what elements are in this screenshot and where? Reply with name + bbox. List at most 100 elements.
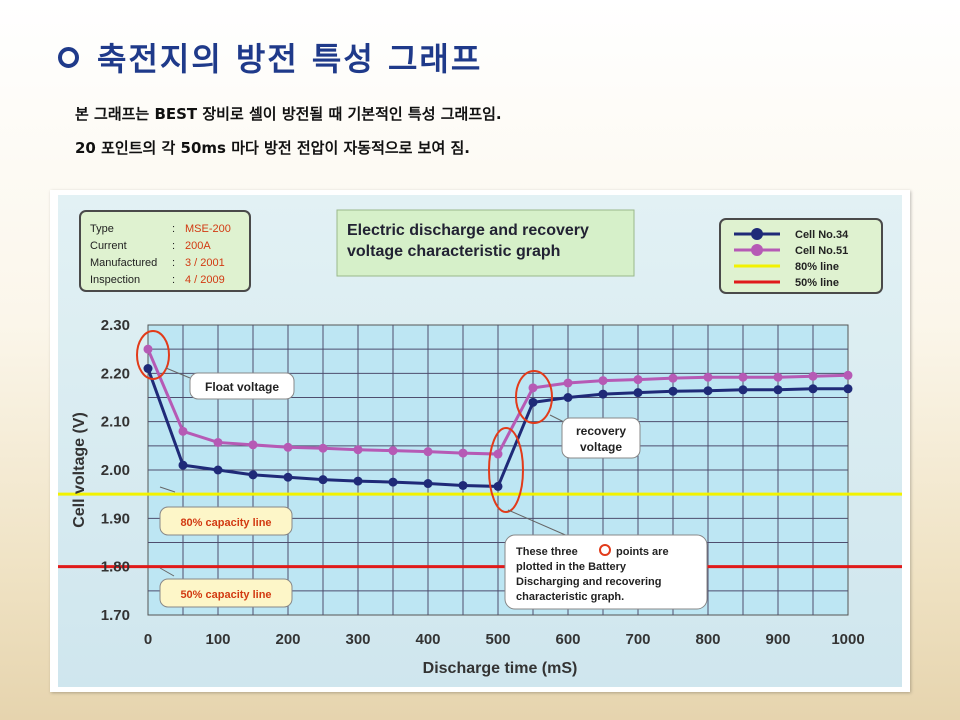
data-point (423, 479, 433, 489)
slide-header: 축전지의 방전 특성 그래프 (58, 34, 482, 80)
recovery-label-line-2: voltage (580, 440, 622, 454)
discharge-end-circle (488, 427, 524, 513)
legend-label: 80% line (795, 261, 839, 273)
legend-label: Cell No.51 (795, 245, 848, 257)
data-point (318, 475, 328, 485)
three-points-note: These three points are plotted in the Ba… (504, 509, 708, 610)
subtitle-line-1: 본 그래프는 BEST 장비로 셀이 방전될 때 기본적인 특성 그래프임. (75, 105, 502, 123)
data-point (493, 481, 503, 491)
info-value: 3 / 2001 (185, 257, 225, 269)
data-point (388, 477, 398, 487)
capacity-80-label: 80% capacity line (180, 517, 271, 529)
x-tick-label: 0 (144, 631, 152, 648)
chart-frame: 0 100 200 300 400 500 600 700 800 900 1000 2.30 2.2… (50, 190, 910, 692)
data-point (458, 448, 468, 458)
y-tick-label: 2.10 (101, 414, 130, 431)
data-point (178, 460, 188, 470)
data-point (213, 465, 223, 475)
data-point (528, 383, 538, 393)
data-point (598, 389, 608, 399)
x-tick-label: 500 (485, 631, 510, 648)
y-tick-label: 1.80 (101, 559, 130, 576)
data-point (668, 386, 678, 396)
data-point (808, 371, 818, 381)
data-point (388, 446, 398, 456)
legend-marker (751, 228, 763, 240)
note-line-2: plotted in the Battery (516, 561, 627, 573)
series-layer (143, 344, 853, 491)
note-line-1b: points are (616, 546, 669, 558)
data-point (563, 393, 573, 402)
data-point (283, 442, 293, 452)
x-tick-label: 800 (695, 631, 720, 648)
x-tick-label: 400 (415, 631, 440, 648)
subtitle-line-2: 20 포인트의 각 50ms 마다 방전 전압이 자동적으로 보여 짐. (75, 139, 471, 157)
data-point (283, 472, 293, 482)
data-point (633, 388, 643, 398)
circle-bullet-icon (58, 46, 79, 68)
float-voltage-callout: Float voltage (136, 330, 295, 400)
data-point (843, 384, 853, 394)
y-tick-label: 2.00 (101, 462, 130, 479)
data-point (563, 378, 573, 388)
float-voltage-circle (136, 330, 170, 380)
y-tick-labels: 2.30 2.20 2.10 2.00 1.90 1.80 1.70 (101, 317, 130, 624)
info-value: MSE-200 (185, 223, 231, 235)
capacity-50-callout: 50% capacity line (159, 567, 293, 608)
legend-label: 50% line (795, 277, 839, 289)
discharge-chart: 0 100 200 300 400 500 600 700 800 900 1000 2.30 2.2… (58, 195, 902, 687)
x-tick-label: 600 (555, 631, 580, 648)
info-value: 4 / 2009 (185, 274, 225, 286)
note-line-4: characteristic graph. (516, 591, 624, 603)
reference-lines (58, 492, 902, 569)
capacity-80-callout: 80% capacity line (159, 486, 293, 536)
data-point (668, 373, 678, 383)
x-tick-labels: 0 100 200 300 400 500 600 700 800 900 1000 (144, 631, 865, 648)
chart-title-box: Electric discharge and recovery voltage … (336, 209, 635, 277)
capacity-50-label: 50% capacity line (180, 589, 271, 601)
info-separator: : (172, 257, 175, 269)
x-tick-label: 100 (205, 631, 230, 648)
recovery-label-line-1: recovery (576, 424, 626, 438)
data-point (458, 480, 468, 490)
data-point (738, 372, 748, 382)
note-circle-icon (599, 544, 611, 556)
data-point (843, 370, 853, 380)
info-label: Manufactured (90, 257, 157, 269)
data-point (248, 470, 258, 480)
x-tick-label: 1000 (831, 631, 864, 648)
data-point (423, 447, 433, 457)
legend-marker (751, 244, 763, 256)
data-point (703, 386, 713, 396)
info-label: Type (90, 223, 114, 235)
data-point (808, 384, 818, 394)
y-tick-label: 1.90 (101, 510, 130, 527)
info-value: 200A (185, 240, 211, 252)
data-point (773, 372, 783, 382)
note-line-1: These three (516, 546, 578, 558)
y-tick-label: 2.30 (101, 317, 130, 334)
grid-lines (148, 325, 848, 615)
data-point (493, 449, 503, 459)
data-point (703, 372, 713, 382)
info-separator: : (172, 223, 175, 235)
x-tick-label: 300 (345, 631, 370, 648)
data-point (633, 375, 643, 385)
y-tick-label: 2.20 (101, 365, 130, 382)
x-axis-label: Discharge time (mS) (423, 660, 578, 677)
chart-title-line-1: Electric discharge and recovery (347, 222, 589, 239)
data-point (528, 397, 538, 407)
data-point (178, 426, 188, 436)
data-point (318, 443, 328, 453)
legend: Cell No.34 Cell No.51 80% line 50% line (719, 218, 883, 294)
data-point (248, 440, 258, 450)
x-tick-label: 200 (275, 631, 300, 648)
info-separator: : (172, 240, 175, 252)
discharge-end-circle-group (488, 427, 524, 513)
note-line-3: Discharging and recovering (516, 576, 661, 588)
slide-title: 축전지의 방전 특성 그래프 (97, 40, 483, 78)
data-point (353, 476, 363, 486)
y-axis-label: Cell voltage (V) (71, 412, 88, 528)
data-point (143, 344, 153, 354)
